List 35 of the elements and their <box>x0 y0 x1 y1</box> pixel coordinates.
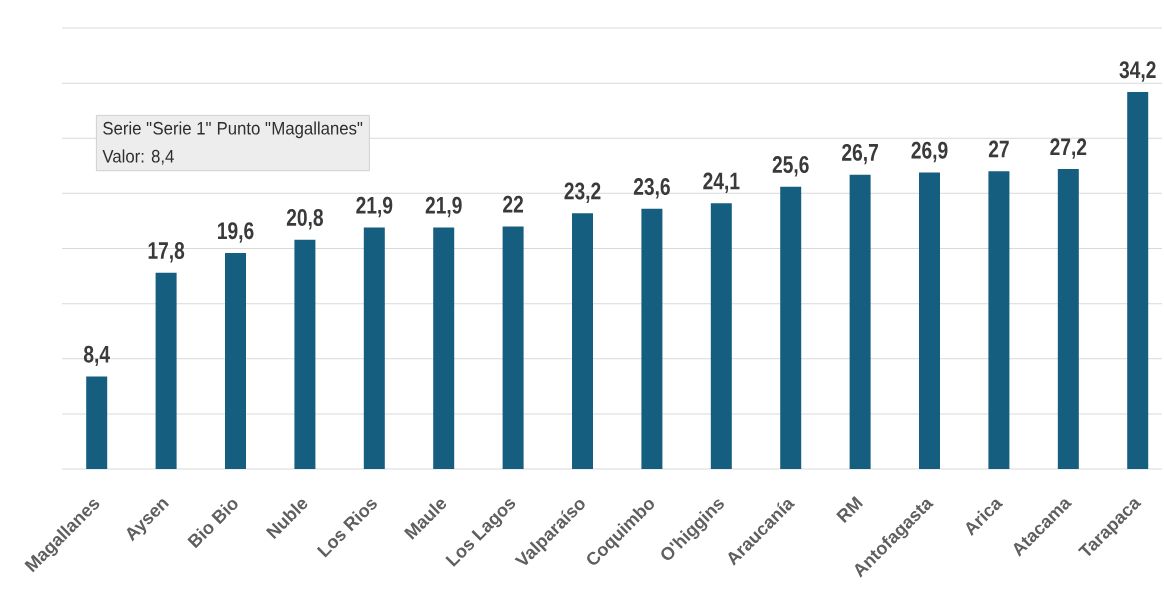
bar <box>919 172 941 469</box>
bar <box>1127 91 1149 469</box>
bar <box>294 239 316 469</box>
bar <box>502 226 524 469</box>
bar <box>363 227 385 469</box>
bar <box>988 171 1010 469</box>
bar <box>225 252 246 469</box>
annotation: Valor: 8,4 <box>102 149 174 165</box>
bar <box>710 203 732 469</box>
bar <box>849 174 871 469</box>
data-label: 27 <box>988 140 1009 158</box>
bar <box>155 272 177 469</box>
annotation: Serie "Serie 1" Punto "Magallanes" <box>103 121 363 139</box>
data-label: 24,1 <box>703 172 740 194</box>
bar <box>433 227 455 469</box>
data-label: 17,8 <box>148 242 185 263</box>
x-tick-label: Bio Bio <box>187 499 238 549</box>
data-label: 8,4 <box>83 345 110 367</box>
data-label: 21,9 <box>425 196 462 218</box>
data-label: 21,9 <box>356 196 393 218</box>
bar <box>641 208 663 469</box>
data-label: 22 <box>503 195 524 213</box>
data-label: 34,2 <box>1119 61 1156 82</box>
bar <box>780 186 802 469</box>
data-label: 23,6 <box>633 178 670 199</box>
data-label: 25,6 <box>772 156 809 177</box>
bar <box>1057 169 1079 469</box>
data-label: 26,7 <box>842 143 878 165</box>
data-label: 20,8 <box>286 208 323 230</box>
data-label: 19,6 <box>218 222 254 243</box>
data-label: 26,9 <box>911 141 948 163</box>
data-label: 23,2 <box>564 182 601 203</box>
bar <box>572 213 594 469</box>
data-label: 27,2 <box>1050 138 1087 159</box>
bar <box>86 376 108 469</box>
